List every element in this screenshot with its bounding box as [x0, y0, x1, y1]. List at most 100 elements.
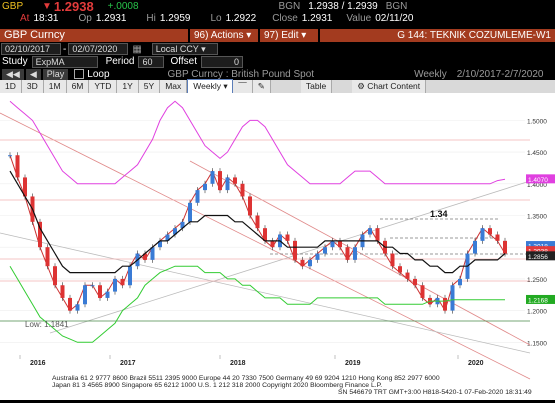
y-tick-label: 1.1500: [527, 340, 547, 347]
candle-body: [53, 266, 57, 286]
candle-body: [503, 240, 507, 254]
page-title: G 144: TEKNIK COZUMLEME-W1: [320, 29, 555, 42]
loop-checkbox[interactable]: [74, 69, 85, 79]
candle-body: [203, 183, 207, 191]
period-1m[interactable]: 1M: [43, 80, 67, 93]
candle-body: [398, 266, 402, 273]
low-annotation: Low: 1.1841: [25, 320, 69, 329]
source-label-2: BGN: [385, 0, 408, 12]
candle-body: [8, 155, 12, 157]
back-button[interactable]: ◀: [25, 68, 41, 80]
footer-line-1: Australia 61 2 9777 8600 Brazil 5511 239…: [52, 375, 440, 382]
candle-body: [38, 221, 42, 248]
candle-body: [120, 278, 125, 286]
frequency-select[interactable]: Weekly ▾: [187, 79, 234, 94]
candle-body: [128, 266, 132, 286]
quote-line-top: GBP ▼ 1.2938 +.0008 BGN 1.2938 / 1.2939 …: [0, 0, 555, 14]
period-input[interactable]: 60: [138, 55, 165, 68]
period-1d[interactable]: 1D: [0, 80, 22, 93]
candle-body: [345, 247, 350, 260]
candle-body: [210, 171, 215, 184]
quote-stats: At 18:31 Op 1.2931 Hi 1.2959 Lo 1.2922 C…: [0, 12, 555, 24]
dropdown-icon: ▾: [301, 30, 307, 41]
candle-body: [60, 285, 65, 298]
draw-icon[interactable]: ✎: [252, 80, 271, 93]
currency-select[interactable]: Local CCY ▾: [151, 43, 218, 55]
y-tick-label: 1.4500: [527, 150, 547, 157]
candle-body: [158, 240, 162, 248]
candle-body: [218, 171, 222, 191]
candle-body: [480, 228, 485, 241]
candle-body: [240, 183, 245, 197]
function-toolbar: GBP Curncy 96) Actions ▾ 97) Edit ▾ G 14…: [0, 28, 555, 43]
candle-body: [473, 240, 477, 254]
low-prefix: Lo: [210, 12, 222, 24]
rewind-button[interactable]: ◀◀: [2, 68, 24, 80]
price-tag: [526, 241, 555, 251]
play-button[interactable]: Play: [42, 68, 69, 80]
open-prefix: Op: [78, 12, 92, 24]
chart-content-button[interactable]: ⚙ Chart Content: [352, 80, 427, 93]
candle-body: [105, 291, 110, 298]
chart-canvas[interactable]: 1.50001.45001.40001.35001.30001.25001.20…: [0, 93, 555, 400]
candle-body: [150, 247, 155, 260]
source-label: BGN: [278, 0, 301, 12]
close-value: 1.2931: [301, 12, 333, 24]
trend-channel-line: [0, 232, 531, 354]
end-date-field[interactable]: 02/07/2020: [68, 43, 129, 55]
line-chart-icon[interactable]: ⎺: [233, 80, 253, 93]
study-value: ExpMA: [35, 56, 65, 67]
edit-menu[interactable]: 97) Edit ▾: [260, 29, 318, 42]
start-date-field[interactable]: 02/10/2017: [1, 43, 61, 55]
offset-input[interactable]: 0: [200, 55, 243, 68]
close-prefix: Close: [272, 12, 298, 24]
candle-body: [195, 190, 200, 203]
candle-body: [23, 177, 27, 197]
price-tag-label: 1.2856: [528, 254, 548, 261]
candle-body: [75, 304, 80, 311]
candle-body: [68, 297, 72, 311]
study-row: Study ExpMA Period 60 Offset 0: [0, 55, 555, 68]
price-tag-label: 1.4070: [528, 177, 548, 184]
candle-body: [405, 272, 410, 279]
down-arrow-icon: ▼: [42, 0, 52, 12]
y-tick-label: 1.3500: [527, 213, 547, 220]
candle-body: [180, 221, 185, 229]
chart-content-label: Chart Content: [367, 81, 421, 91]
study-select[interactable]: ExpMA: [31, 55, 98, 68]
table-button[interactable]: Table: [300, 80, 333, 93]
candle-body: [83, 285, 87, 305]
candle-body: [165, 234, 170, 241]
date-range-row: 02/10/2017 - 02/07/2020 ▦ Local CCY ▾: [0, 43, 555, 55]
chart-title: GBP Curncy : British Pound Spot: [167, 68, 315, 80]
period-ytd[interactable]: YTD: [89, 80, 118, 93]
x-tick-label: 2018: [230, 360, 246, 367]
candle-body: [90, 285, 95, 287]
calendar-icon[interactable]: ▦: [132, 43, 142, 55]
period-6m[interactable]: 6M: [66, 80, 90, 93]
period-max[interactable]: Max: [160, 80, 188, 93]
price-tag: [526, 294, 555, 304]
offset-label: Offset: [170, 56, 197, 67]
actions-menu[interactable]: 96) Actions ▾: [190, 29, 258, 42]
candle-body: [15, 155, 20, 178]
period-toolbar: 1D 3D 1M 6M YTD 1Y 5Y Max Weekly ▾ ⎺ ✎ T…: [0, 79, 555, 94]
period-1y[interactable]: 1Y: [117, 80, 139, 93]
period-5y[interactable]: 5Y: [138, 80, 161, 93]
y-tick-label: 1.2500: [527, 277, 547, 284]
play-row: ◀◀ ◀ Play Loop GBP Curncy : British Poun…: [0, 68, 555, 80]
candle-body: [315, 253, 320, 260]
candle-body: [270, 240, 275, 248]
price-chart[interactable]: 1.50001.45001.40001.35001.30001.25001.20…: [0, 93, 555, 400]
period-3d[interactable]: 3D: [21, 80, 44, 93]
y-tick-label: 1.4000: [527, 182, 547, 189]
candle-body: [338, 240, 342, 248]
series-ema: [9, 170, 506, 274]
period-label: Period: [105, 56, 135, 67]
candle-body: [233, 177, 237, 184]
security-tab[interactable]: GBP Curncy: [0, 29, 188, 42]
y-tick-label: 1.5000: [527, 118, 547, 125]
candle-body: [413, 278, 417, 286]
candle-body: [225, 177, 230, 191]
candle-body: [255, 215, 260, 229]
